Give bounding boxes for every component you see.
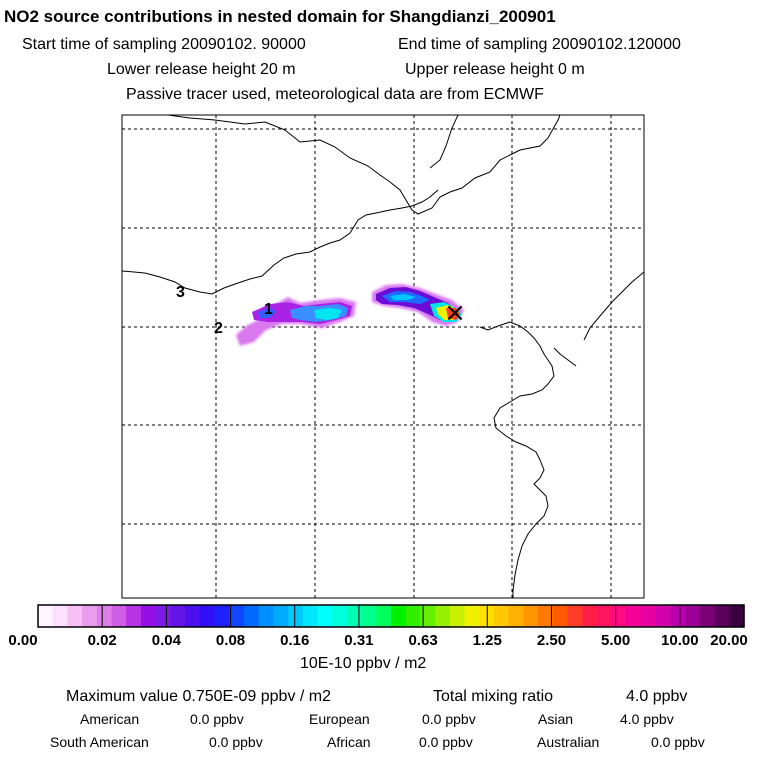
coastline — [479, 321, 555, 598]
colorbar-cell — [376, 605, 392, 627]
colorbar-tick-label: 2.50 — [536, 632, 567, 649]
region-value-european: 0.0 ppbv — [422, 711, 476, 727]
colorbar-tick-label: 0.08 — [215, 632, 246, 649]
region-value-african: 0.0 ppbv — [419, 734, 473, 750]
start-time-label: Start time of sampling 20090102. 90000 — [22, 36, 306, 53]
plot-title: NO2 source contributions in nested domai… — [4, 7, 556, 26]
colorbar-cell — [302, 605, 319, 627]
map-boundaries — [122, 115, 644, 598]
colorbar-cell — [288, 605, 304, 627]
colorbar-tick-label: 1.25 — [472, 632, 502, 649]
northern-border — [167, 115, 561, 215]
region-value-american: 0.0 ppbv — [190, 711, 244, 727]
colorbar-cell — [464, 605, 480, 627]
region-name-australian: Australian — [537, 734, 600, 750]
colorbar-cell — [361, 605, 377, 627]
colorbar-cell — [67, 605, 83, 627]
total-mixing-ratio-label: Total mixing ratio — [433, 688, 554, 705]
colorbar-tick-label: 0.63 — [408, 632, 438, 649]
colorbar-cell — [332, 605, 348, 627]
map-frame — [121, 114, 645, 599]
maximum-value: Maximum value 0.750E-09 ppbv / m2 — [66, 688, 332, 705]
colorbar-cell — [729, 605, 745, 627]
source-marker-1: 1 — [264, 301, 273, 318]
colorbar-cell — [82, 605, 98, 627]
map-gridlines — [122, 115, 644, 598]
colorbar-tick-label: 0.02 — [87, 632, 117, 649]
colorbar-cell — [273, 605, 289, 627]
colorbar-cell — [538, 605, 554, 627]
colorbar-cell — [243, 605, 260, 627]
region-value-south-american: 0.0 ppbv — [209, 734, 263, 750]
colorbar-cell — [258, 605, 274, 627]
colorbar-cell — [126, 605, 142, 627]
receptor-marker: × — [444, 298, 466, 328]
total-mixing-ratio-value: 4.0 ppbv — [626, 688, 688, 705]
inner-border — [122, 189, 439, 295]
colorbar-cell — [155, 605, 171, 627]
region-value-asian: 4.0 ppbv — [620, 711, 674, 727]
colorbar-cell — [626, 605, 642, 627]
peninsula — [553, 347, 577, 367]
colorbar-cell — [317, 605, 333, 627]
colorbar-cell — [346, 605, 363, 627]
colorbar-cell — [38, 605, 54, 627]
colorbar-cell — [596, 605, 613, 627]
colorbar-cell — [567, 605, 583, 627]
colorbar-cell — [435, 605, 451, 627]
colorbar-cell — [449, 605, 466, 627]
colorbar-tick-label: 5.00 — [601, 632, 631, 649]
colorbar-cell — [420, 605, 436, 627]
colorbar-tick-label: 0.04 — [151, 632, 181, 649]
colorbar-cell — [140, 605, 157, 627]
upper-release-label: Upper release height 0 m — [405, 61, 585, 78]
region-name-american: American — [80, 711, 140, 727]
source-marker-2: 2 — [214, 320, 223, 337]
colorbar-tick-label: 0.16 — [280, 632, 310, 649]
colorbar-cell — [493, 605, 510, 627]
colorbar-cell — [655, 605, 672, 627]
colorbar-cell — [508, 605, 524, 627]
colorbar-cell — [405, 605, 422, 627]
colorbar-cell — [714, 605, 730, 627]
colorbar-cell — [552, 605, 569, 627]
colorbar-cell — [199, 605, 216, 627]
lower-release-label: Lower release height 20 m — [107, 61, 296, 78]
colorbar-cell — [96, 605, 113, 627]
region-name-asian: Asian — [538, 711, 574, 727]
colorbar-cell — [229, 605, 245, 627]
coastline-north — [583, 271, 644, 341]
colorbar-cell — [523, 605, 539, 627]
colorbar-cell — [111, 605, 127, 627]
colorbar-cell — [685, 605, 701, 627]
region-name-african: African — [327, 734, 371, 750]
tracer-note: Passive tracer used, meteorological data… — [126, 86, 544, 103]
colorbar-tick-label: 0.31 — [344, 632, 374, 649]
colorbar-tick-label: 20.00 — [710, 632, 748, 649]
colorbar-tick-label: 0.00 — [8, 632, 38, 649]
colorbar-cell — [611, 605, 627, 627]
colorbar-cell — [52, 605, 69, 627]
province-line — [429, 115, 459, 169]
end-time-label: End time of sampling 20090102.120000 — [398, 36, 681, 53]
colorbar-cell — [582, 605, 598, 627]
colorbar-cell — [699, 605, 716, 627]
colorbar-cell — [214, 605, 230, 627]
colorbar-cell — [391, 605, 407, 627]
colorbar-unit: 10E-10 ppbv / m2 — [300, 655, 427, 672]
region-name-european: European — [309, 711, 370, 727]
colorbar-cell — [170, 605, 186, 627]
colorbar-cell — [670, 605, 686, 627]
region-value-australian: 0.0 ppbv — [651, 734, 705, 750]
concentration-plume — [236, 284, 464, 346]
colorbar-cell — [641, 605, 657, 627]
colorbar-tick-label: 10.00 — [661, 632, 699, 649]
source-marker-3: 3 — [176, 284, 185, 301]
region-name-south-american: South American — [50, 734, 149, 750]
colorbar-cell — [185, 605, 201, 627]
